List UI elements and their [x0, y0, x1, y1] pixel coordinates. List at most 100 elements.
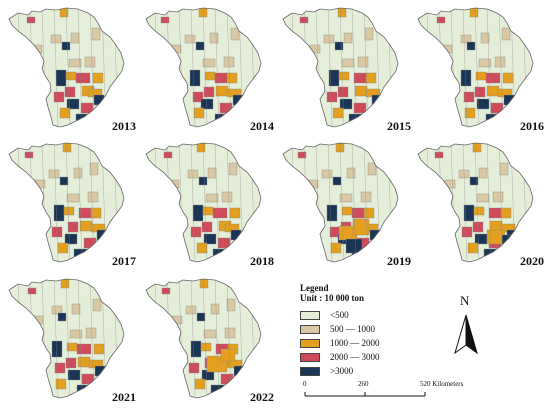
- county-region: [332, 176, 342, 186]
- county-region: [59, 107, 71, 119]
- county-region: [483, 248, 499, 260]
- year-label-2022: 2022: [250, 390, 274, 404]
- scale-tick-520: 520 Kilometers: [420, 380, 464, 388]
- year-label-2021: 2021: [112, 390, 136, 404]
- county-region: [485, 113, 501, 125]
- county-region: [436, 16, 446, 24]
- county-region: [198, 8, 208, 18]
- county-region: [357, 56, 369, 68]
- county-region: [24, 151, 34, 159]
- county-region: [474, 233, 488, 245]
- legend-swatch-class1: [300, 310, 320, 320]
- county-region: [161, 287, 171, 295]
- province-map-2016: [417, 7, 534, 128]
- county-region: [341, 58, 355, 68]
- year-label-2020: 2020: [520, 254, 544, 268]
- scale-tick-260: 260: [358, 380, 369, 388]
- county-region: [190, 340, 202, 358]
- county-region: [196, 242, 208, 254]
- north-arrow-icon: [454, 314, 478, 355]
- county-region: [160, 16, 170, 24]
- county-region: [469, 8, 479, 18]
- county-region: [494, 56, 506, 68]
- county-region: [55, 69, 67, 87]
- county-region: [84, 56, 96, 68]
- county-region: [489, 220, 503, 232]
- legend-swatch-class5: [300, 366, 320, 376]
- county-region: [297, 151, 307, 159]
- county-region: [53, 204, 65, 222]
- county-region: [326, 91, 338, 103]
- county-region: [339, 98, 353, 110]
- county-region: [192, 91, 204, 103]
- county-region: [51, 305, 63, 315]
- county-region: [335, 143, 345, 153]
- county-region: [51, 340, 63, 358]
- county-region: [200, 342, 212, 352]
- county-region: [230, 27, 240, 41]
- county-region: [73, 167, 83, 179]
- county-region: [460, 69, 472, 87]
- county-region: [334, 41, 344, 51]
- legend-label: >3000: [330, 366, 354, 376]
- county-region: [201, 221, 213, 233]
- county-region: [348, 113, 364, 125]
- legend: Legend Unit : 10 000 ton <500 500 — 1000…: [300, 283, 480, 378]
- county-region: [299, 16, 309, 24]
- county-region: [203, 233, 217, 245]
- county-region: [473, 206, 485, 216]
- county-region: [203, 86, 215, 98]
- scale-tick-0: 0: [303, 380, 307, 388]
- province-map-2019: [282, 142, 399, 263]
- county-region: [502, 72, 514, 84]
- county-region: [501, 27, 511, 41]
- county-region: [68, 58, 82, 68]
- county-region: [354, 85, 368, 97]
- county-region: [365, 72, 377, 84]
- county-region: [330, 242, 342, 254]
- legend-unit: Unit : 10 000 ton: [300, 293, 365, 303]
- county-region: [492, 191, 504, 203]
- county-region: [89, 162, 99, 176]
- county-region: [228, 162, 238, 176]
- county-region: [76, 384, 92, 396]
- county-region: [57, 312, 67, 322]
- county-region: [67, 369, 81, 381]
- county-region: [229, 207, 241, 219]
- county-region: [66, 193, 80, 203]
- county-region: [79, 220, 93, 232]
- county-region: [190, 226, 202, 238]
- county-region: [189, 69, 201, 87]
- county-region: [57, 242, 69, 254]
- county-region: [332, 107, 344, 119]
- county-region: [220, 348, 236, 362]
- province-map-2013: [8, 7, 125, 128]
- county-region: [26, 16, 36, 24]
- county-region: [226, 298, 236, 312]
- county-region: [75, 113, 91, 125]
- county-region: [55, 378, 67, 390]
- legend-item: 500 — 1000: [300, 322, 480, 336]
- county-region: [476, 98, 490, 110]
- county-region: [92, 72, 104, 84]
- legend-swatch-class3: [300, 338, 320, 348]
- county-region: [474, 86, 486, 98]
- county-region: [65, 71, 77, 81]
- province-map-2020: [417, 142, 534, 263]
- county-region: [207, 167, 217, 179]
- county-region: [85, 327, 97, 339]
- county-region: [92, 298, 102, 312]
- county-region: [461, 226, 473, 238]
- county-region: [66, 98, 80, 110]
- province-map-2014: [145, 7, 262, 128]
- county-region: [93, 343, 105, 355]
- legend-item: <500: [300, 308, 480, 322]
- legend-label: <500: [330, 310, 349, 320]
- county-region: [486, 85, 500, 97]
- county-region: [202, 58, 216, 68]
- county-region: [76, 343, 92, 355]
- county-region: [466, 41, 476, 51]
- county-region: [480, 32, 490, 44]
- county-region: [163, 151, 173, 159]
